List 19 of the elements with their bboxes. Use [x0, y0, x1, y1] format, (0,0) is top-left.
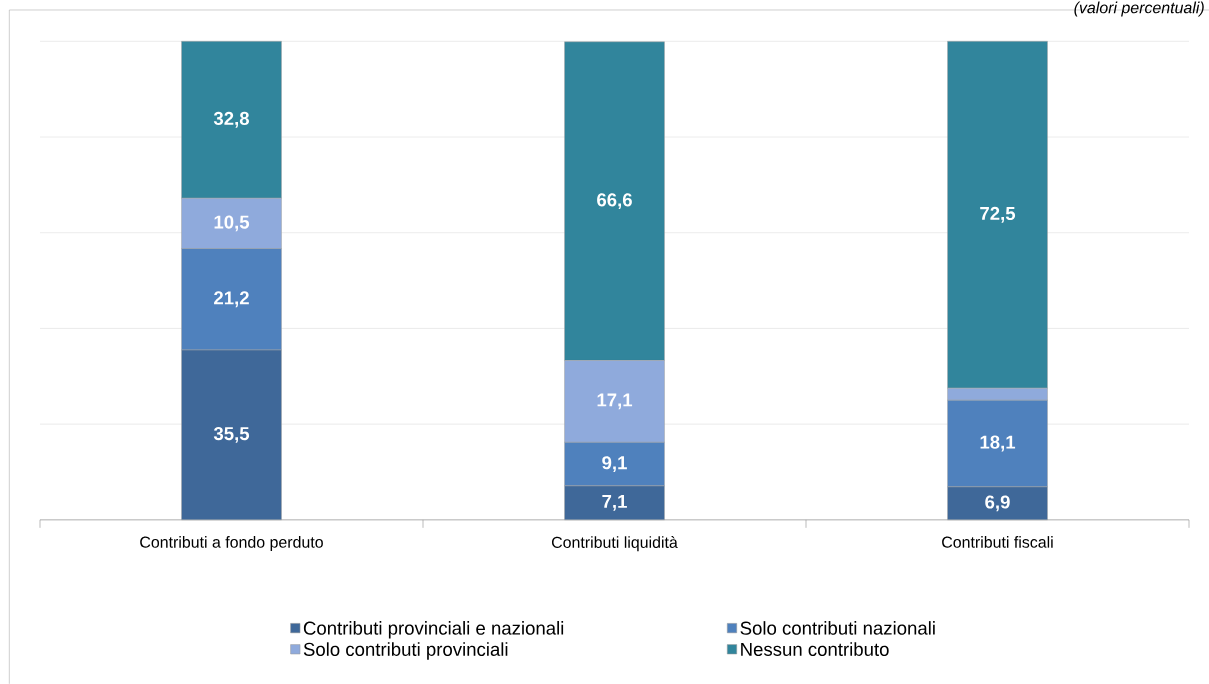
- x-tick-label: Contributi fiscali: [942, 536, 1053, 548]
- data-label: 18,1: [980, 435, 1016, 452]
- data-label: 32,8: [213, 111, 250, 128]
- data-label: 66,6: [597, 193, 632, 210]
- data-label: 9,1: [602, 456, 627, 473]
- legend-label: Solo contributi provinciali: [303, 642, 508, 660]
- data-label: 6,9: [985, 495, 1010, 512]
- text: (valori percentuali): [1074, 1, 1204, 17]
- data-label: 72,5: [980, 206, 1016, 223]
- legend-label: Nessun contributo: [741, 642, 889, 657]
- legend-label: Contributi provinciali e nazionali: [303, 621, 564, 639]
- data-label: 17,1: [597, 393, 633, 410]
- x-tick-label: Contributi a fondo perduto: [140, 536, 323, 552]
- data-label: 10,5: [214, 215, 250, 232]
- legend-label: Solo contributi nazionali: [740, 621, 935, 635]
- data-label: 7,1: [602, 495, 627, 511]
- data-label: 35,5: [213, 427, 250, 443]
- x-tick-label: Contributi liquidità: [551, 536, 678, 552]
- data-label: 21,2: [214, 291, 249, 308]
